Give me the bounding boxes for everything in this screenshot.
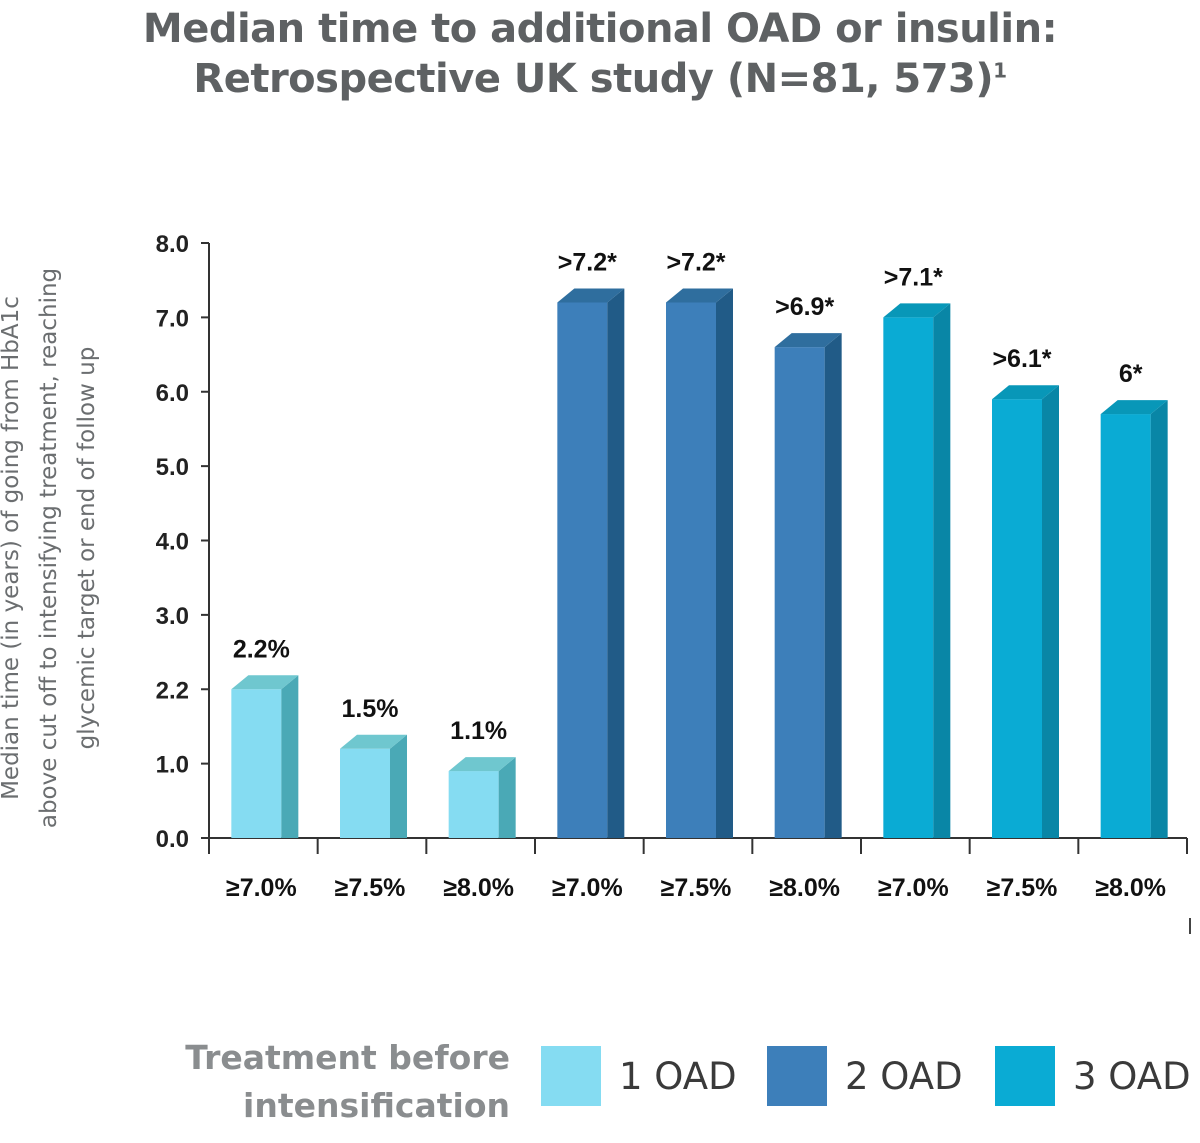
y-tick-label: 7.0 bbox=[156, 305, 189, 332]
y-tick-label: 1.0 bbox=[156, 752, 189, 779]
bar-side-4 bbox=[607, 288, 625, 838]
legend-item-1-oad: 1 OAD bbox=[541, 1045, 737, 1107]
x-tick-label-2: ≥7.5% bbox=[335, 874, 406, 902]
legend-title-line-1: Treatment before bbox=[185, 1038, 510, 1077]
bar-top-2 bbox=[340, 734, 407, 749]
bar-top-9 bbox=[1100, 400, 1168, 415]
y-axis-label-line-2: above cut off to intensifying treatment,… bbox=[36, 268, 62, 828]
bar-top-3 bbox=[448, 757, 516, 772]
legend-label-1-oad: 1 OAD bbox=[619, 1054, 737, 1098]
bar-front-1 bbox=[231, 689, 282, 838]
bar-side-8 bbox=[1042, 385, 1059, 838]
bar-top-4 bbox=[557, 288, 625, 303]
x-tick-label-5: ≥7.5% bbox=[661, 874, 732, 902]
bar-data-label-4: >7.2* bbox=[558, 249, 617, 277]
bar-side-7 bbox=[933, 303, 951, 838]
legend-item-2-oad: 2 OAD bbox=[767, 1045, 963, 1107]
bar-side-5 bbox=[716, 288, 733, 838]
y-axis-label: Median time (in years) of going from HbA… bbox=[0, 268, 100, 828]
x-tick-label-7: ≥7.0% bbox=[878, 874, 949, 902]
bar-data-label-2: 1.5% bbox=[342, 695, 399, 723]
y-tick-label: 5.0 bbox=[156, 454, 189, 481]
bar-side-3 bbox=[498, 757, 516, 838]
bar-front-7 bbox=[883, 317, 934, 838]
y-tick-label: 6.0 bbox=[156, 380, 189, 407]
bar-top-5 bbox=[666, 288, 733, 303]
y-tick-label: 8.0 bbox=[156, 231, 189, 258]
y-tick-label: 0.0 bbox=[156, 826, 189, 853]
bar-side-1 bbox=[281, 675, 299, 838]
y-tick-label: 4.0 bbox=[156, 529, 189, 556]
bar-front-2 bbox=[340, 748, 390, 838]
stray-tick-mark bbox=[1189, 918, 1191, 934]
legend-swatch-1-oad bbox=[541, 1046, 601, 1106]
chart-title-line-2-text: Retrospective UK study (N=81, 573) bbox=[193, 56, 994, 102]
legend-label-2-oad: 2 OAD bbox=[845, 1054, 963, 1098]
x-tick-label-3: ≥8.0% bbox=[443, 874, 514, 902]
bar-data-label-6: >6.9* bbox=[775, 293, 834, 321]
bar-data-label-8: >6.1* bbox=[992, 345, 1051, 373]
x-tick-label-1: ≥7.0% bbox=[226, 874, 297, 902]
bar-data-label-5: >7.2* bbox=[666, 249, 725, 277]
bar-side-2 bbox=[390, 734, 407, 838]
bar-top-8 bbox=[992, 385, 1059, 400]
bar-top-1 bbox=[231, 675, 299, 690]
legend-title-line-2: intensification bbox=[243, 1086, 510, 1125]
bar-data-label-7: >7.1* bbox=[884, 263, 943, 291]
y-axis-label-line-1: Median time (in years) of going from HbA… bbox=[0, 296, 24, 800]
legend-label-3-oad: 3 OAD bbox=[1073, 1054, 1191, 1098]
bar-front-8 bbox=[992, 399, 1042, 838]
legend-swatch-2-oad bbox=[767, 1046, 827, 1106]
bar-front-6 bbox=[774, 347, 825, 838]
bar-data-label-9: 6* bbox=[1119, 360, 1143, 388]
chart-title-line-1: Median time to additional OAD or insulin… bbox=[142, 6, 1058, 52]
legend-title: Treatment before intensification bbox=[150, 1034, 510, 1130]
bar-front-4 bbox=[557, 302, 608, 838]
y-axis-label-line-3: glycemic target or end of follow up bbox=[74, 347, 100, 750]
title-footnote-marker: 1 bbox=[993, 58, 1007, 83]
bar-front-9 bbox=[1100, 414, 1151, 838]
legend-item-3-oad: 3 OAD bbox=[995, 1045, 1191, 1107]
bar-front-5 bbox=[666, 302, 716, 838]
bar-side-6 bbox=[824, 333, 842, 838]
bar-data-label-1: 2.2% bbox=[233, 635, 290, 663]
x-tick-label-6: ≥8.0% bbox=[769, 874, 840, 902]
y-tick-label: 2.2 bbox=[156, 677, 189, 704]
legend-swatch-3-oad bbox=[995, 1046, 1055, 1106]
x-tick-label-4: ≥7.0% bbox=[552, 874, 623, 902]
bar-top-7 bbox=[883, 303, 951, 318]
bar-top-6 bbox=[774, 333, 842, 348]
bar-data-label-3: 1.1% bbox=[450, 717, 507, 745]
x-tick-label-8: ≥7.5% bbox=[987, 874, 1058, 902]
chart-title-line-2: Retrospective UK study (N=81, 573)1 bbox=[0, 56, 1200, 102]
bar-front-3 bbox=[448, 771, 499, 838]
x-tick-label-9: ≥8.0% bbox=[1095, 874, 1166, 902]
y-tick-label: 3.0 bbox=[156, 603, 189, 630]
bar-side-9 bbox=[1150, 400, 1168, 838]
